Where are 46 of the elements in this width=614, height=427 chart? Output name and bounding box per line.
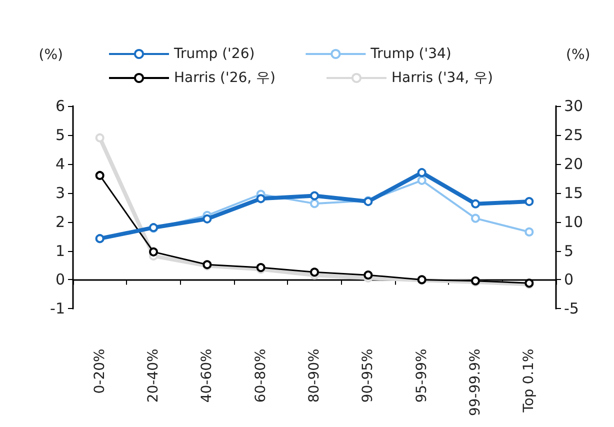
- point: [524, 227, 534, 236]
- x-tick-label: 95-99%: [414, 348, 430, 403]
- point: [310, 191, 319, 200]
- x-tick-label: Top 0.1%: [521, 348, 538, 414]
- x-tick-label: 99-99.9%: [468, 348, 484, 416]
- x-tick-label: 20-40%: [146, 348, 162, 403]
- y-tick-label: 0: [55, 270, 65, 289]
- point: [471, 214, 480, 223]
- point: [310, 199, 319, 208]
- legend-label: Harris ('26, 우): [174, 70, 276, 86]
- y-tick-label: 2: [55, 212, 65, 231]
- x-tick-label: 90-95%: [360, 348, 376, 403]
- y-axis-title: (%): [38, 47, 63, 63]
- point: [417, 168, 426, 178]
- point: [149, 247, 158, 256]
- point: [524, 197, 534, 206]
- point: [417, 176, 426, 185]
- y2-tick-label: 0: [564, 270, 574, 289]
- x-tick-label: 80-90%: [306, 348, 322, 403]
- y-tick-label: 1: [55, 242, 65, 260]
- y2-tick-label: 15: [564, 184, 584, 202]
- point: [310, 268, 319, 277]
- y-tick-label: 6: [55, 97, 65, 115]
- x-tick-label: 0-20%: [92, 348, 108, 394]
- y2-tick-label: -5: [564, 300, 579, 318]
- point: [202, 214, 212, 224]
- point: [95, 133, 104, 142]
- legend-label: Trump ('34): [370, 46, 452, 62]
- point: [471, 199, 480, 208]
- y2-tick-label: 10: [564, 212, 584, 231]
- point: [95, 170, 104, 180]
- y2-tick-label: 20: [564, 154, 584, 173]
- y-tick-label: 4: [55, 154, 65, 173]
- y-tick-label: 5: [55, 126, 65, 144]
- y2-axis-title: (%): [566, 47, 590, 63]
- legend-label: Harris ('34, 우): [391, 70, 493, 86]
- x-tick-label: 60-80%: [252, 348, 269, 403]
- legend-label: Trump ('26): [173, 46, 255, 62]
- x-tick-label: 40-60%: [199, 348, 216, 403]
- y2-tick-label: 30: [564, 97, 584, 115]
- y-tick-label: 3: [55, 184, 65, 202]
- y-tick-label: -1: [50, 300, 65, 318]
- y2-tick-label: 25: [564, 126, 584, 144]
- y2-tick-label: 5: [564, 242, 574, 260]
- point: [256, 194, 266, 204]
- point: [364, 270, 373, 280]
